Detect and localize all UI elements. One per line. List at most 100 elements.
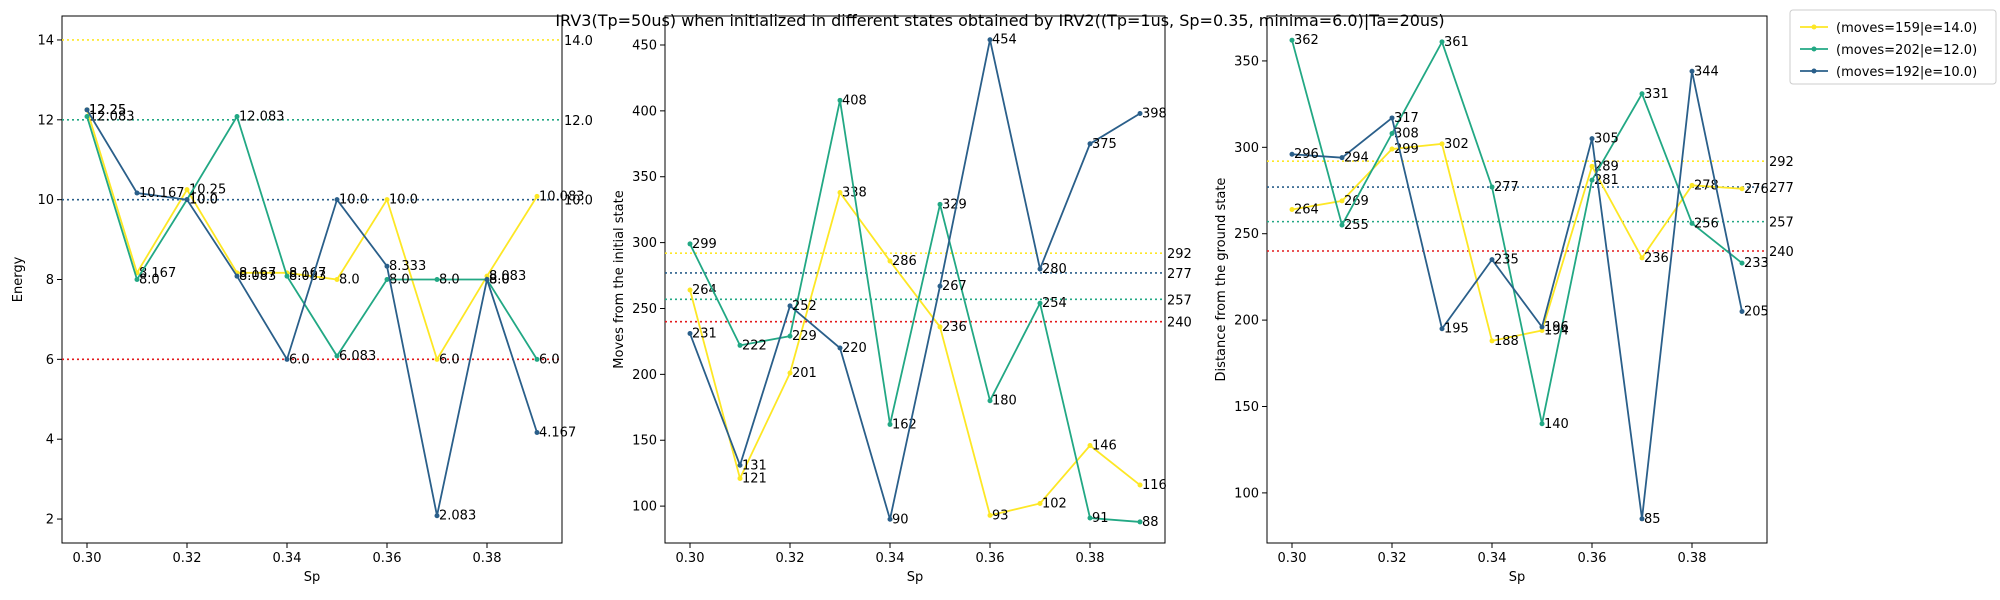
data-point — [987, 398, 993, 404]
series-line — [689, 190, 1141, 517]
data-label: 277 — [1494, 180, 1519, 195]
data-point — [484, 277, 490, 282]
legend: (moves=159|e=14.0) (moves=202|e=12.0) (mov… — [1789, 9, 1997, 85]
data-point — [1037, 266, 1043, 272]
y-tick-label: 200 — [632, 368, 657, 383]
data-point — [937, 201, 943, 207]
y-tick-label: 300 — [1234, 141, 1259, 156]
x-tick-label: 0.38 — [1678, 551, 1707, 566]
data-label: 91 — [1092, 511, 1109, 526]
data-point — [134, 190, 140, 196]
data-label: 281 — [1594, 173, 1619, 188]
x-tick-label: 0.36 — [373, 551, 402, 566]
y-tick-label: 2 — [46, 513, 54, 528]
x-tick-label: 0.34 — [876, 551, 905, 566]
data-point — [1037, 500, 1043, 506]
data-point — [84, 107, 90, 113]
data-point — [687, 241, 693, 247]
data-point — [787, 303, 793, 309]
data-point — [887, 421, 893, 427]
y-tick-label: 450 — [632, 38, 657, 53]
y-tick-label: 250 — [1234, 227, 1259, 242]
data-point — [1137, 110, 1143, 116]
data-point — [1389, 115, 1395, 121]
x-tick-label: 0.38 — [473, 551, 502, 566]
data-point — [1539, 324, 1545, 330]
data-label: 121 — [742, 471, 767, 486]
data-point — [384, 263, 390, 269]
reference-line-label: 14.0 — [564, 34, 593, 49]
legend-marker — [1811, 46, 1817, 52]
legend-marker — [1811, 24, 1817, 30]
data-label: 10.25 — [189, 183, 226, 198]
data-label: 4.167 — [539, 426, 576, 441]
data-label: 8.083 — [289, 269, 326, 284]
data-point — [384, 197, 390, 203]
legend-marker — [1811, 68, 1817, 74]
series-line — [1291, 71, 1743, 519]
data-label: 8.167 — [139, 266, 176, 281]
reference-line-label: 277 — [1167, 267, 1192, 282]
data-label: 256 — [1694, 216, 1719, 231]
data-point — [737, 475, 743, 481]
data-label: 88 — [1142, 515, 1159, 530]
y-tick-label: 150 — [632, 434, 657, 449]
data-label: 8.0 — [439, 273, 460, 288]
y-tick-label: 400 — [632, 104, 657, 119]
y-tick-label: 300 — [632, 236, 657, 251]
data-point — [284, 356, 290, 362]
data-point — [837, 345, 843, 351]
reference-line-label: 292 — [1167, 247, 1192, 262]
data-label: 90 — [892, 512, 909, 527]
data-point — [837, 190, 843, 196]
data-point — [887, 516, 893, 522]
data-point — [1489, 184, 1495, 190]
data-point — [1739, 308, 1745, 314]
data-label: 2.083 — [439, 509, 476, 524]
reference-line-label: 240 — [1167, 316, 1192, 331]
data-label: 196 — [1544, 320, 1569, 335]
data-label: 131 — [742, 458, 767, 473]
data-label: 252 — [792, 299, 817, 314]
y-tick-label: 350 — [632, 170, 657, 185]
legend-label: (moves=159|e=14.0) — [1836, 21, 1977, 36]
data-label: 361 — [1444, 35, 1469, 50]
data-point — [1739, 260, 1745, 266]
y-tick-label: 100 — [1234, 486, 1259, 501]
data-label: 8.0 — [489, 273, 510, 288]
x-tick-label: 0.36 — [976, 551, 1005, 566]
data-point — [1137, 482, 1143, 488]
data-label: 6.0 — [539, 352, 560, 367]
data-point — [334, 353, 340, 359]
data-label: 8.083 — [239, 269, 276, 284]
data-label: 264 — [1294, 203, 1319, 218]
data-label: 229 — [792, 329, 817, 344]
data-label: 10.0 — [339, 193, 368, 208]
data-point — [887, 258, 893, 264]
data-point — [234, 273, 240, 279]
data-point — [1689, 220, 1695, 226]
data-label: 10.167 — [139, 186, 185, 201]
data-point — [1489, 338, 1495, 344]
reference-line-label: 292 — [1769, 155, 1794, 170]
data-point — [1439, 326, 1445, 332]
y-tick-label: 12 — [37, 113, 54, 128]
data-label: 255 — [1344, 218, 1369, 233]
reference-line-label: 240 — [1769, 245, 1794, 260]
data-point — [184, 197, 190, 203]
data-point — [234, 113, 240, 119]
subplots: 0.30 0.32 0.34 0.36 0.38 2 4 6 8 10 12 14 Sp Energy 14… — [11, 15, 1794, 585]
data-label: 302 — [1444, 137, 1469, 152]
x-tick-label: 0.32 — [1378, 551, 1407, 566]
series-line — [86, 109, 538, 362]
legend-label: (moves=202|e=12.0) — [1836, 43, 1977, 58]
data-label: 8.0 — [339, 273, 360, 288]
data-point — [987, 512, 993, 518]
x-tick-label: 0.32 — [173, 551, 202, 566]
data-point — [787, 333, 793, 339]
data-point — [1689, 68, 1695, 74]
data-label: 296 — [1294, 147, 1319, 162]
data-label: 308 — [1394, 126, 1419, 141]
x-tick-label: 0.32 — [776, 551, 805, 566]
